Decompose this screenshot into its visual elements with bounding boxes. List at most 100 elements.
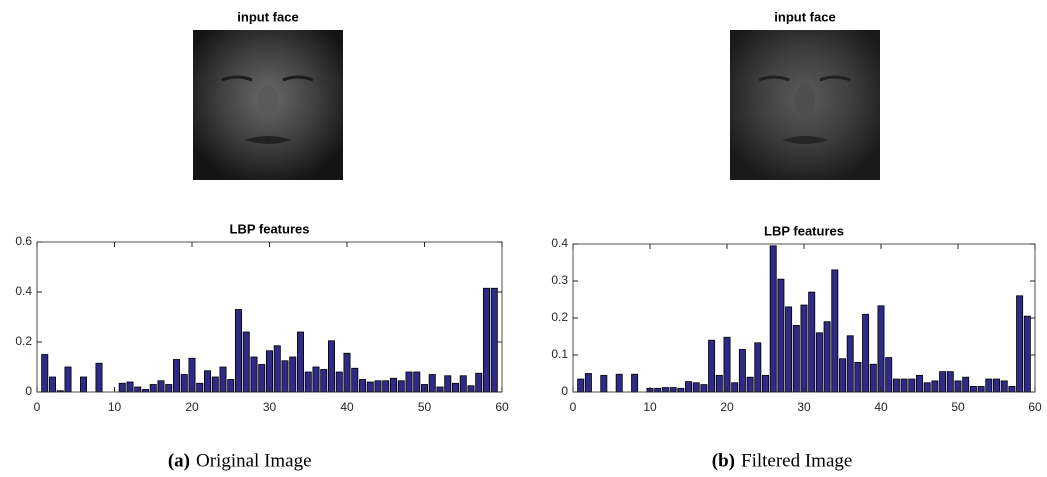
x-tick-label: 0	[34, 400, 41, 414]
bar	[273, 345, 281, 393]
bar	[351, 367, 359, 393]
bar	[281, 360, 289, 393]
bar	[785, 306, 793, 393]
x-tick-label: 40	[874, 400, 888, 414]
bar	[769, 245, 777, 393]
bar	[451, 382, 459, 393]
bar	[320, 369, 328, 393]
bar	[715, 374, 723, 393]
bar	[892, 378, 900, 393]
bar	[312, 366, 320, 393]
x-tick-label: 60	[495, 400, 509, 414]
bar	[831, 269, 839, 393]
bar	[49, 376, 57, 393]
caption: Original Image	[196, 450, 312, 471]
y-tick-label: 0.4	[551, 236, 568, 250]
bar	[405, 371, 413, 393]
bar	[993, 378, 1000, 393]
bar	[188, 357, 196, 393]
bar	[731, 382, 739, 393]
image-title: input face	[774, 9, 835, 24]
y-tick-label: 0.2	[551, 310, 568, 324]
bar	[931, 380, 939, 393]
bar	[700, 384, 708, 393]
bar	[708, 339, 716, 393]
bar	[157, 380, 165, 393]
bar	[723, 336, 731, 393]
bar	[242, 331, 250, 393]
y-tick-label: 0	[25, 384, 32, 398]
bar	[436, 386, 444, 393]
bar	[677, 387, 685, 393]
bar	[962, 376, 970, 393]
bar	[289, 356, 297, 393]
face-image-b	[730, 30, 880, 180]
bar	[815, 332, 823, 393]
bar	[908, 378, 916, 393]
bar	[296, 331, 304, 393]
bar	[985, 378, 993, 393]
bar	[413, 371, 421, 393]
bar	[631, 373, 639, 393]
bar	[343, 352, 351, 393]
bar	[227, 379, 235, 393]
bar	[428, 374, 436, 393]
bar	[939, 371, 947, 393]
bar	[250, 356, 258, 393]
caption-label: (b)	[712, 450, 735, 471]
bar	[600, 374, 608, 393]
x-tick-label: 50	[418, 400, 432, 414]
chart-title: LBP features	[230, 221, 310, 236]
y-tick-label: 0	[561, 384, 568, 398]
bar	[800, 304, 808, 393]
bar	[149, 384, 157, 393]
bar	[482, 287, 490, 393]
y-tick-label: 0.1	[551, 347, 568, 361]
image-title: input face	[237, 9, 298, 24]
bar	[754, 342, 762, 393]
x-tick-label: 50	[951, 400, 965, 414]
bar	[900, 378, 908, 393]
x-tick-label: 40	[340, 400, 354, 414]
bar	[234, 309, 242, 393]
bar	[792, 324, 800, 393]
chart-title: LBP features	[764, 223, 844, 238]
bar	[661, 387, 669, 393]
bar	[862, 313, 870, 393]
y-tick-label: 0.4	[15, 284, 32, 298]
bar	[118, 382, 126, 393]
bar	[126, 381, 134, 393]
bar	[389, 377, 397, 393]
x-tick-label: 10	[108, 400, 122, 414]
bar	[180, 374, 188, 393]
bar	[41, 354, 49, 393]
x-tick-label: 30	[797, 400, 811, 414]
bar	[382, 380, 390, 393]
bar	[1023, 315, 1031, 393]
bar	[654, 387, 662, 393]
bar	[1008, 386, 1016, 393]
bar	[444, 375, 452, 393]
caption-label: (a)	[168, 450, 190, 471]
x-tick-label: 20	[185, 400, 199, 414]
bar	[746, 376, 754, 393]
bar	[304, 371, 312, 393]
y-tick-label: 0.6	[15, 234, 32, 248]
bar	[877, 305, 885, 393]
bar	[95, 362, 103, 393]
bar	[203, 370, 211, 393]
x-tick-label: 0	[570, 400, 577, 414]
bar	[669, 387, 677, 393]
bar	[692, 382, 700, 393]
bar	[475, 372, 483, 393]
bar	[397, 380, 405, 393]
bar	[685, 381, 692, 393]
bar	[490, 287, 498, 393]
bar	[1000, 380, 1008, 393]
bar	[64, 366, 72, 393]
bar	[211, 376, 219, 393]
bar	[258, 364, 266, 393]
bar	[265, 350, 273, 393]
bar	[615, 373, 623, 393]
